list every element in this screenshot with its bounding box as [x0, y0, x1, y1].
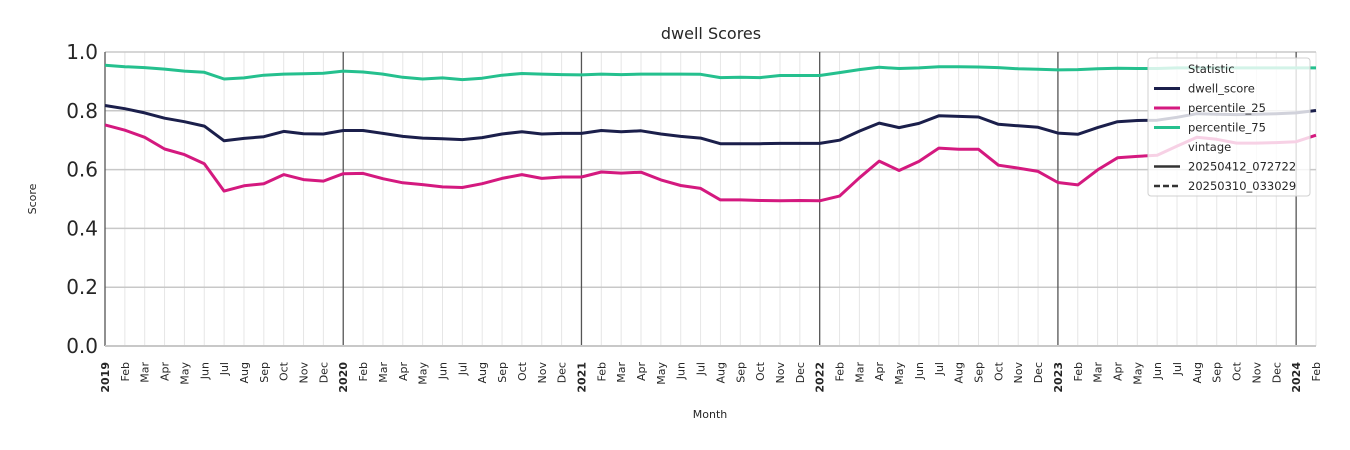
x-tick-label: Sep: [1211, 362, 1224, 383]
x-tick-label: May: [893, 362, 906, 385]
y-tick-label: 0.8: [66, 99, 98, 123]
x-tick-label: Jun: [198, 362, 211, 380]
legend-label: 20250310_033029: [1188, 179, 1296, 193]
x-tick-label: Jun: [675, 362, 688, 380]
y-tick-label: 0.0: [66, 334, 98, 358]
x-tick-label: Jul: [695, 362, 708, 376]
x-tick-label: Jul: [933, 362, 946, 376]
x-tick-label: Dec: [1032, 362, 1045, 383]
x-tick-label: Apr: [873, 362, 886, 382]
legend-label: dwell_score: [1188, 82, 1255, 96]
x-tick-label: Mar: [377, 362, 390, 383]
x-tick-label: Mar: [1092, 362, 1105, 383]
x-tick-label: Aug: [953, 362, 966, 383]
x-tick-label: Nov: [536, 362, 549, 384]
x-tick-label: Feb: [595, 362, 608, 381]
x-tick-label: May: [655, 362, 668, 385]
x-tick-label: Feb: [357, 362, 370, 381]
x-tick-label-year: 2023: [1052, 362, 1065, 393]
x-tick-label: Oct: [754, 361, 767, 381]
x-tick-label: Apr: [635, 362, 648, 382]
x-tick-label: Jul: [1171, 362, 1184, 376]
x-tick-label: May: [1131, 362, 1144, 385]
x-tick-label: Mar: [615, 362, 628, 383]
legend-label: 20250412_072722: [1188, 160, 1296, 174]
x-tick-label-year: 2020: [337, 362, 350, 393]
y-tick-label: 1.0: [66, 40, 98, 64]
x-tick-label: Feb: [1072, 362, 1085, 381]
x-axis-label: Month: [693, 408, 728, 421]
x-tick-label: Nov: [1012, 362, 1025, 384]
x-tick-label: Dec: [317, 362, 330, 383]
axes: 0.0 0.2 0.4 0.6 0.8 1.0 2019 Feb Mar Apr May Jun Jul…: [66, 40, 1323, 393]
y-axis-label: Score: [26, 183, 39, 214]
x-tick-label: Sep: [973, 362, 986, 383]
legend-title-vintage: vintage: [1188, 140, 1231, 154]
x-tick-label: May: [178, 362, 191, 385]
x-tick-label: Oct: [1231, 361, 1244, 381]
x-tick-label: Jul: [456, 362, 469, 376]
x-tick-label: Jun: [436, 362, 449, 380]
x-tick-label: Aug: [714, 362, 727, 383]
x-tick-label: Oct: [278, 361, 291, 381]
series-line-dwell-score: [104, 104, 1317, 146]
y-tick-label: 0.2: [66, 275, 98, 299]
x-tick-label-year: 2021: [575, 362, 588, 393]
x-tick-label: Nov: [298, 362, 311, 384]
x-tick-label: Apr: [159, 362, 172, 382]
x-tick-label-year: 2024: [1290, 362, 1303, 393]
series-line-percentile-75: [104, 63, 1316, 82]
x-tick-label: Dec: [794, 362, 807, 383]
legend-box: [1147, 57, 1311, 197]
x-tick-label: Sep: [496, 362, 509, 383]
series-lines: [104, 63, 1317, 203]
x-tick-label: Jul: [218, 362, 231, 376]
x-tick-label: May: [417, 362, 430, 385]
chart-title: dwell Scores: [661, 24, 761, 43]
x-tick-label-year: 2019: [99, 362, 112, 393]
series-line-percentile-25: [104, 123, 1317, 203]
legend-label: percentile_75: [1188, 121, 1266, 135]
legend-label: percentile_25: [1188, 101, 1266, 115]
x-tick-label: Feb: [119, 362, 132, 381]
x-tick-label: Mar: [853, 362, 866, 383]
x-tick-label: Jun: [1151, 362, 1164, 380]
y-tick-label: 0.6: [66, 158, 98, 182]
x-tick-label: Oct: [992, 361, 1005, 381]
legend-title-statistic: Statistic: [1188, 62, 1235, 76]
x-tick-label: Sep: [258, 362, 271, 383]
x-tick-label: Feb: [1310, 362, 1323, 381]
x-tick-label: Apr: [397, 362, 410, 382]
x-tick-label: Dec: [1270, 362, 1283, 383]
legend: Statistic dwell_score percentile_25percent…: [1147, 57, 1311, 197]
x-tick-label: Aug: [476, 362, 489, 383]
x-tick-label: Aug: [1191, 362, 1204, 383]
x-tick-label: Nov: [1250, 362, 1263, 384]
x-tick-label: Oct: [516, 361, 529, 381]
x-tick-label: Mar: [139, 362, 152, 383]
x-tick-label: Jun: [913, 362, 926, 380]
x-tick-label: Sep: [734, 362, 747, 383]
x-tick-label: Nov: [774, 362, 787, 384]
x-tick-label: Aug: [238, 362, 251, 383]
y-tick-label: 0.4: [66, 216, 98, 240]
x-tick-label: Dec: [556, 362, 569, 383]
x-tick-label: Apr: [1111, 362, 1124, 382]
grid: [105, 51, 1317, 347]
x-tick-label: Feb: [834, 362, 847, 381]
x-tick-label-year: 2022: [814, 362, 827, 393]
